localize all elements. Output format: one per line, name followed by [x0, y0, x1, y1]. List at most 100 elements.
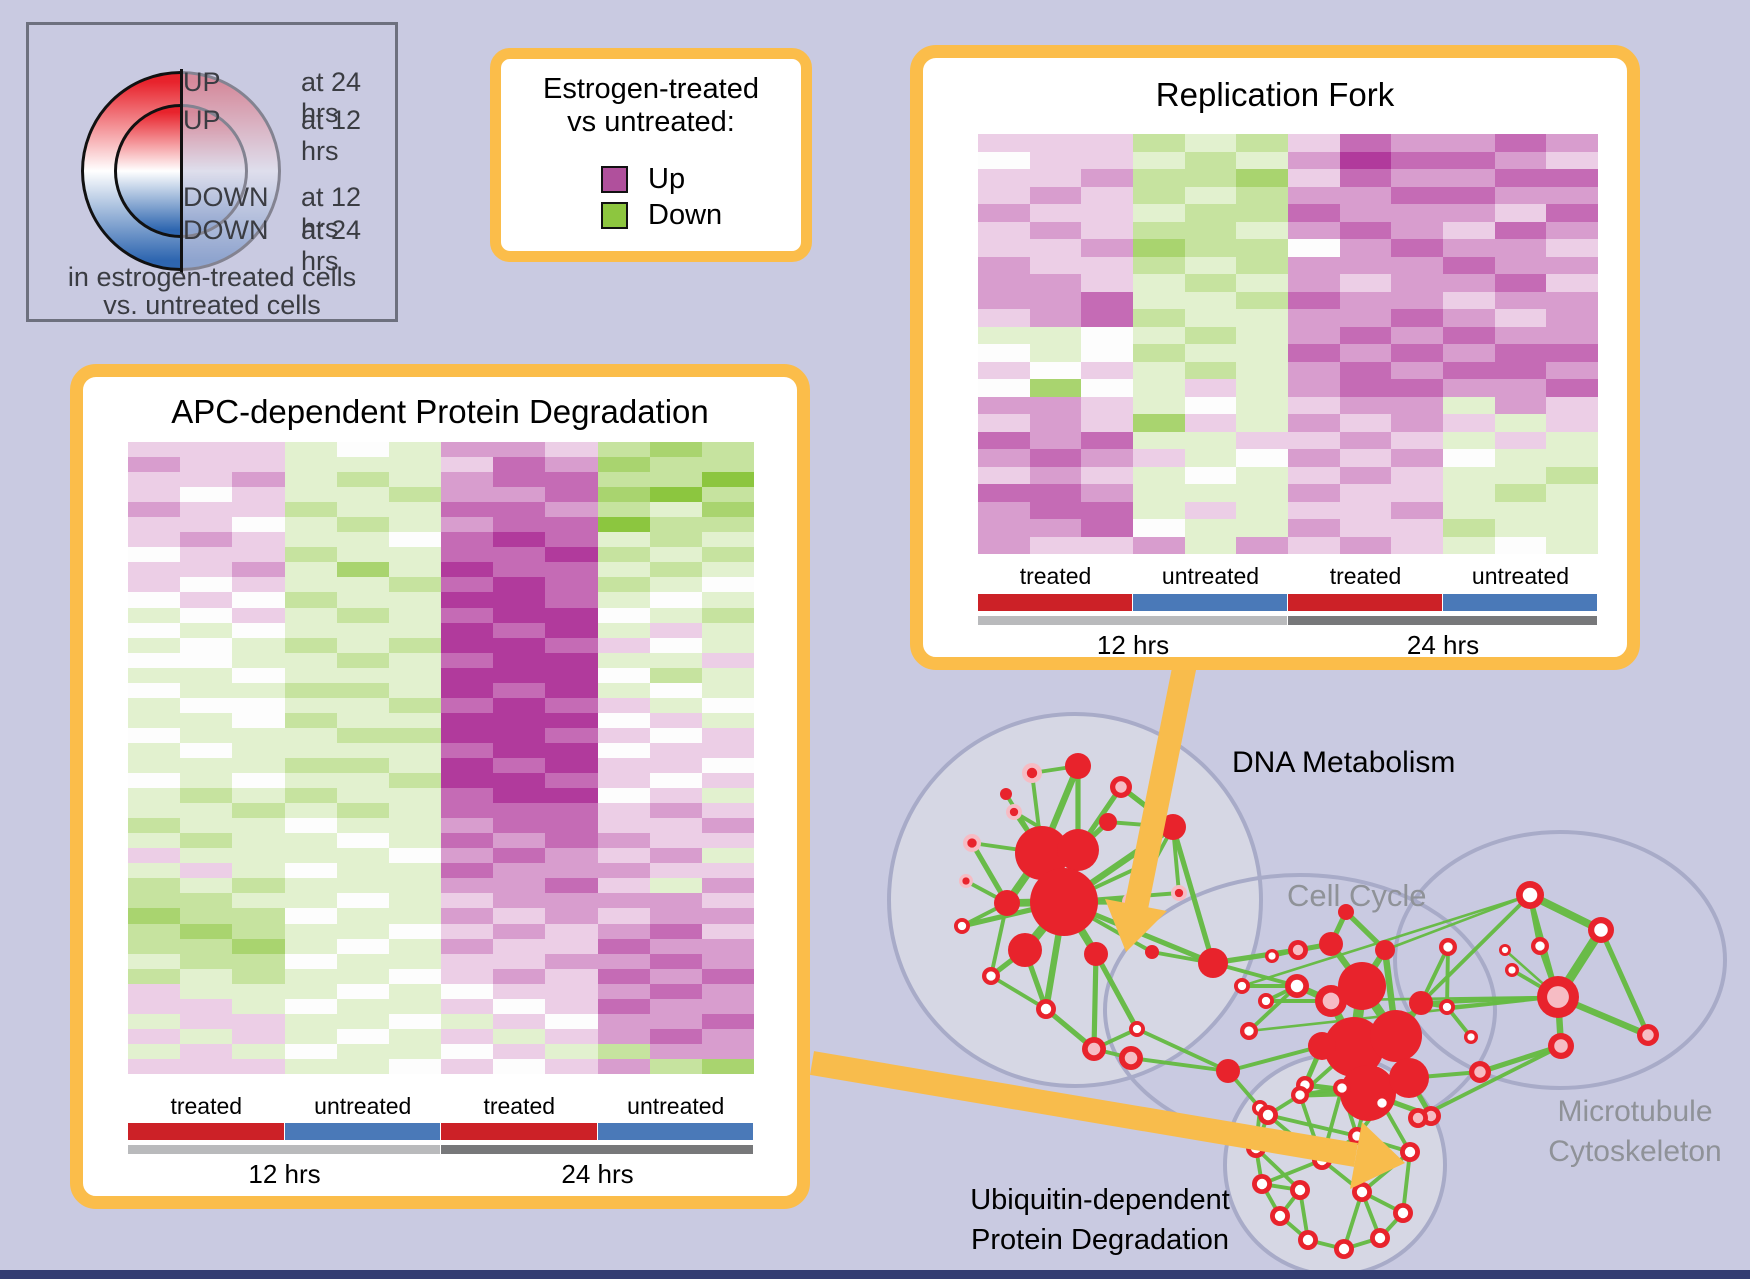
heatmap-cell [232, 923, 285, 939]
heatmap-cell [1081, 291, 1133, 309]
heatmap-cell [493, 487, 546, 503]
heatmap-cell [1546, 186, 1598, 204]
network-node [1099, 813, 1117, 831]
heatmap-cell [232, 773, 285, 789]
heatmap-cell [1494, 169, 1547, 187]
heatmap-cell [232, 667, 285, 683]
heatmap-cell [180, 893, 233, 909]
heatmap-cell [649, 472, 702, 488]
heatmap-cell [1339, 396, 1392, 414]
heatmap-cell [597, 532, 650, 548]
heatmap-cell [1546, 291, 1598, 309]
heatmap-cell [978, 414, 1030, 432]
heatmap-cell [1184, 501, 1237, 519]
heatmap-cell [336, 923, 389, 939]
heatmap-cell [545, 773, 598, 789]
heatmap-cell [1236, 186, 1288, 204]
heatmap-cell [388, 1028, 441, 1044]
heatmap-cell [1133, 221, 1185, 239]
heatmap-cell [388, 532, 441, 548]
heatmap-cell [1133, 151, 1185, 169]
heatmap-cell [232, 532, 285, 548]
heatmap-cell [597, 803, 650, 819]
heatmap-cell [336, 637, 389, 653]
heatmap-cell [1288, 239, 1340, 257]
heatmap-cell [284, 788, 337, 804]
heatmap-cell [545, 667, 598, 683]
heatmap-cell [1184, 431, 1237, 449]
heatmap-cell [1391, 256, 1443, 274]
heatmap-cell [1443, 274, 1495, 292]
heatmap-cell [128, 818, 181, 834]
heatmap-cell [597, 697, 650, 713]
heatmap-cell [545, 1058, 598, 1074]
heatmap-cell [597, 487, 650, 503]
heatmap-cell [1339, 536, 1392, 554]
network-node [1370, 1010, 1422, 1062]
heatmap-cell [336, 1013, 389, 1029]
heatmap-cell [388, 457, 441, 473]
heatmap-cell [388, 1058, 441, 1074]
network-node [1008, 933, 1042, 967]
heatmap-cell [128, 667, 181, 683]
time-label-12hrs: 12 hrs [248, 1159, 321, 1189]
heatmap-cell [545, 517, 598, 533]
heatmap-cell [701, 938, 754, 954]
heatmap-cell [597, 923, 650, 939]
heatmap-cell [1081, 256, 1133, 274]
heatmap-cell [336, 457, 389, 473]
heatmap-cell [1443, 204, 1495, 222]
heatmap-cell [1339, 134, 1392, 152]
heatmap-cell [388, 577, 441, 593]
heatmap-cell [493, 607, 546, 623]
heatmap-cell [978, 256, 1030, 274]
heatmap-cell [128, 547, 181, 563]
heatmap-cell [284, 457, 337, 473]
heatmap-cell [232, 577, 285, 593]
heatmap-cell [493, 878, 546, 894]
heatmap-cell [441, 472, 494, 488]
heatmap-cell [128, 697, 181, 713]
heatmap-cell [1184, 519, 1237, 537]
heatmap-cell [1081, 536, 1133, 554]
heatmap-cell [1184, 326, 1237, 344]
heatmap-cell [1391, 396, 1443, 414]
heatmap-cell [1029, 274, 1082, 292]
heatmap-cell [1546, 169, 1598, 187]
heatmap-cell [128, 953, 181, 969]
dna-metabolism-label: DNA Metabolism [1232, 746, 1456, 779]
heatmap-cell [545, 652, 598, 668]
heatmap-cell [1133, 519, 1185, 537]
heatmap-cell [1391, 344, 1443, 362]
heatmap-cell [1339, 204, 1392, 222]
heatmap-cell [701, 1058, 754, 1074]
heatmap-cell [1494, 466, 1547, 484]
heatmap-cell [701, 863, 754, 879]
heatmap-cell [128, 727, 181, 743]
heatmap-cell [388, 1013, 441, 1029]
heatmap-cell [1494, 274, 1547, 292]
heatmap-cell [493, 562, 546, 578]
heatmap-cell [1546, 414, 1598, 432]
heatmap-cell [1184, 274, 1237, 292]
heatmap-cell [180, 682, 233, 698]
network-edge [1226, 1044, 1324, 1073]
heatmap-cell [180, 998, 233, 1014]
heatmap-cell [597, 562, 650, 578]
heatmap-cell [493, 592, 546, 608]
heatmap-cell [180, 502, 233, 518]
heatmap-cell [1339, 221, 1392, 239]
heatmap-cell [1236, 484, 1288, 502]
heatmap-cell [1081, 274, 1133, 292]
heatmap-cell [232, 547, 285, 563]
heatmap-cell [232, 607, 285, 623]
heatmap-cell [978, 309, 1030, 327]
heatmap-cell [701, 682, 754, 698]
heatmap-cell [545, 863, 598, 879]
heatmap-cell [493, 983, 546, 999]
heatmap-cell [180, 983, 233, 999]
heatmap-cell [284, 577, 337, 593]
heatmap-cell [597, 757, 650, 774]
heatmap-cell [1236, 379, 1288, 397]
heatmap-cell [388, 908, 441, 924]
